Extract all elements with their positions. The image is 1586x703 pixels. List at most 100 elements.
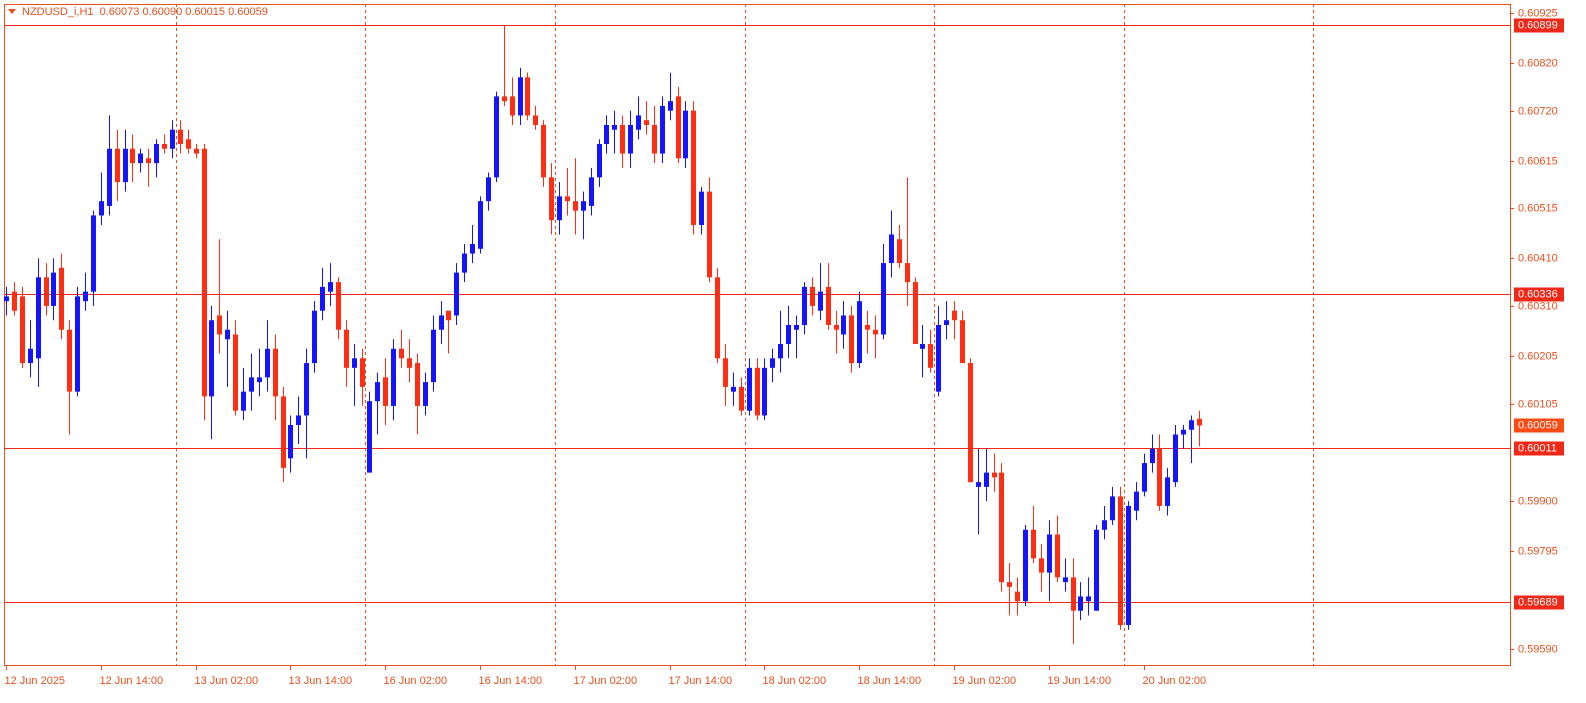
candle-body xyxy=(12,291,17,311)
candle-body xyxy=(1110,496,1115,521)
y-tick-label: 0.60515 xyxy=(1518,202,1558,214)
candle-body xyxy=(525,77,530,116)
x-tick-label: 13 Jun 02:00 xyxy=(195,675,259,687)
candle-body xyxy=(897,239,902,264)
candle-body xyxy=(502,96,507,102)
candle-body xyxy=(668,101,673,111)
candle-body xyxy=(304,363,309,416)
candle-body xyxy=(549,177,554,221)
candle-body xyxy=(478,201,483,249)
candle-body xyxy=(636,115,641,130)
candle-body xyxy=(652,124,657,154)
x-tick-label: 18 Jun 02:00 xyxy=(763,675,827,687)
y-tick-label: 0.60310 xyxy=(1518,300,1558,312)
candle-body xyxy=(557,196,562,221)
candle-body xyxy=(249,377,254,392)
candle-body xyxy=(36,277,41,359)
candle-body xyxy=(826,286,831,325)
current-price-box xyxy=(1514,418,1564,433)
candle-body xyxy=(999,472,1004,583)
x-tick-label: 17 Jun 14:00 xyxy=(669,675,733,687)
x-tick-label: 12 Jun 2025 xyxy=(5,675,66,687)
candle-body xyxy=(454,272,459,316)
candle-body xyxy=(123,148,128,183)
candle-body xyxy=(1189,420,1194,430)
candle-body xyxy=(510,96,515,116)
candle-body xyxy=(1150,448,1155,464)
candle-body xyxy=(834,324,839,330)
candle-body xyxy=(320,286,325,311)
candle-body xyxy=(865,324,870,330)
candle-body xyxy=(296,415,301,425)
candle-body xyxy=(699,191,704,225)
x-tick-label: 16 Jun 02:00 xyxy=(384,675,448,687)
candle-body xyxy=(952,310,957,321)
candle-body xyxy=(928,344,933,368)
y-tick-label: 0.59590 xyxy=(1518,643,1558,655)
candle-body xyxy=(533,115,538,125)
candle-body xyxy=(841,315,846,335)
candle-body xyxy=(107,148,112,206)
candle-body xyxy=(486,177,491,202)
candle-body xyxy=(597,144,602,178)
candle-body xyxy=(786,324,791,345)
y-tick-label: 0.60615 xyxy=(1518,155,1558,167)
candle-body xyxy=(1023,529,1028,602)
candle-body xyxy=(676,96,681,159)
level-label-box xyxy=(1514,441,1564,456)
candle-body xyxy=(4,296,9,302)
candle-body xyxy=(367,401,372,473)
candle-body xyxy=(75,296,80,392)
candle-body xyxy=(984,472,989,487)
level-label-box xyxy=(1514,18,1564,33)
y-tick-label: 0.60720 xyxy=(1518,105,1558,117)
candle-body xyxy=(762,367,767,416)
candle-body xyxy=(257,377,262,383)
candle-body xyxy=(1007,582,1012,587)
candle-body xyxy=(683,110,688,159)
candle-body xyxy=(352,358,357,368)
candle-body xyxy=(431,329,436,383)
candle-body xyxy=(202,148,207,397)
candle-body xyxy=(470,244,475,254)
candle-body xyxy=(849,315,854,364)
current-price-label: 0.60059 xyxy=(1518,419,1558,431)
candle-body xyxy=(462,253,467,273)
candle-body xyxy=(857,301,862,364)
candle-body xyxy=(604,124,609,145)
candle-body xyxy=(439,315,444,330)
candle-body xyxy=(162,144,167,149)
x-tick-label: 13 Jun 14:00 xyxy=(289,675,353,687)
candle-body xyxy=(802,286,807,325)
y-tick-label: 0.60820 xyxy=(1518,57,1558,69)
candle-body xyxy=(154,144,159,164)
x-tick-label: 18 Jun 14:00 xyxy=(858,675,922,687)
symbol-menu-icon[interactable] xyxy=(8,9,16,14)
candle-body xyxy=(1031,529,1036,559)
level-label: 0.60899 xyxy=(1518,19,1558,31)
candle-body xyxy=(67,329,72,392)
candle-body xyxy=(344,329,349,368)
candle-body xyxy=(541,124,546,178)
candle-body xyxy=(51,272,56,306)
candle-body xyxy=(494,96,499,178)
candle-body xyxy=(628,124,633,154)
candle-body xyxy=(1142,463,1147,492)
candle-body xyxy=(241,391,246,411)
candle-body xyxy=(391,348,396,406)
candle-body xyxy=(265,348,270,378)
candle-body xyxy=(28,348,33,364)
candle-body xyxy=(715,277,720,359)
candle-body xyxy=(778,344,783,359)
candle-body xyxy=(44,277,49,306)
x-tick-label: 16 Jun 14:00 xyxy=(479,675,543,687)
candle-body xyxy=(518,77,523,116)
level-label-box xyxy=(1514,595,1564,610)
candle-body xyxy=(960,320,965,364)
candle-body xyxy=(1063,577,1068,583)
candle-body xyxy=(288,424,293,459)
candle-body xyxy=(620,124,625,154)
candle-body xyxy=(194,148,199,154)
candle-body xyxy=(209,320,214,397)
